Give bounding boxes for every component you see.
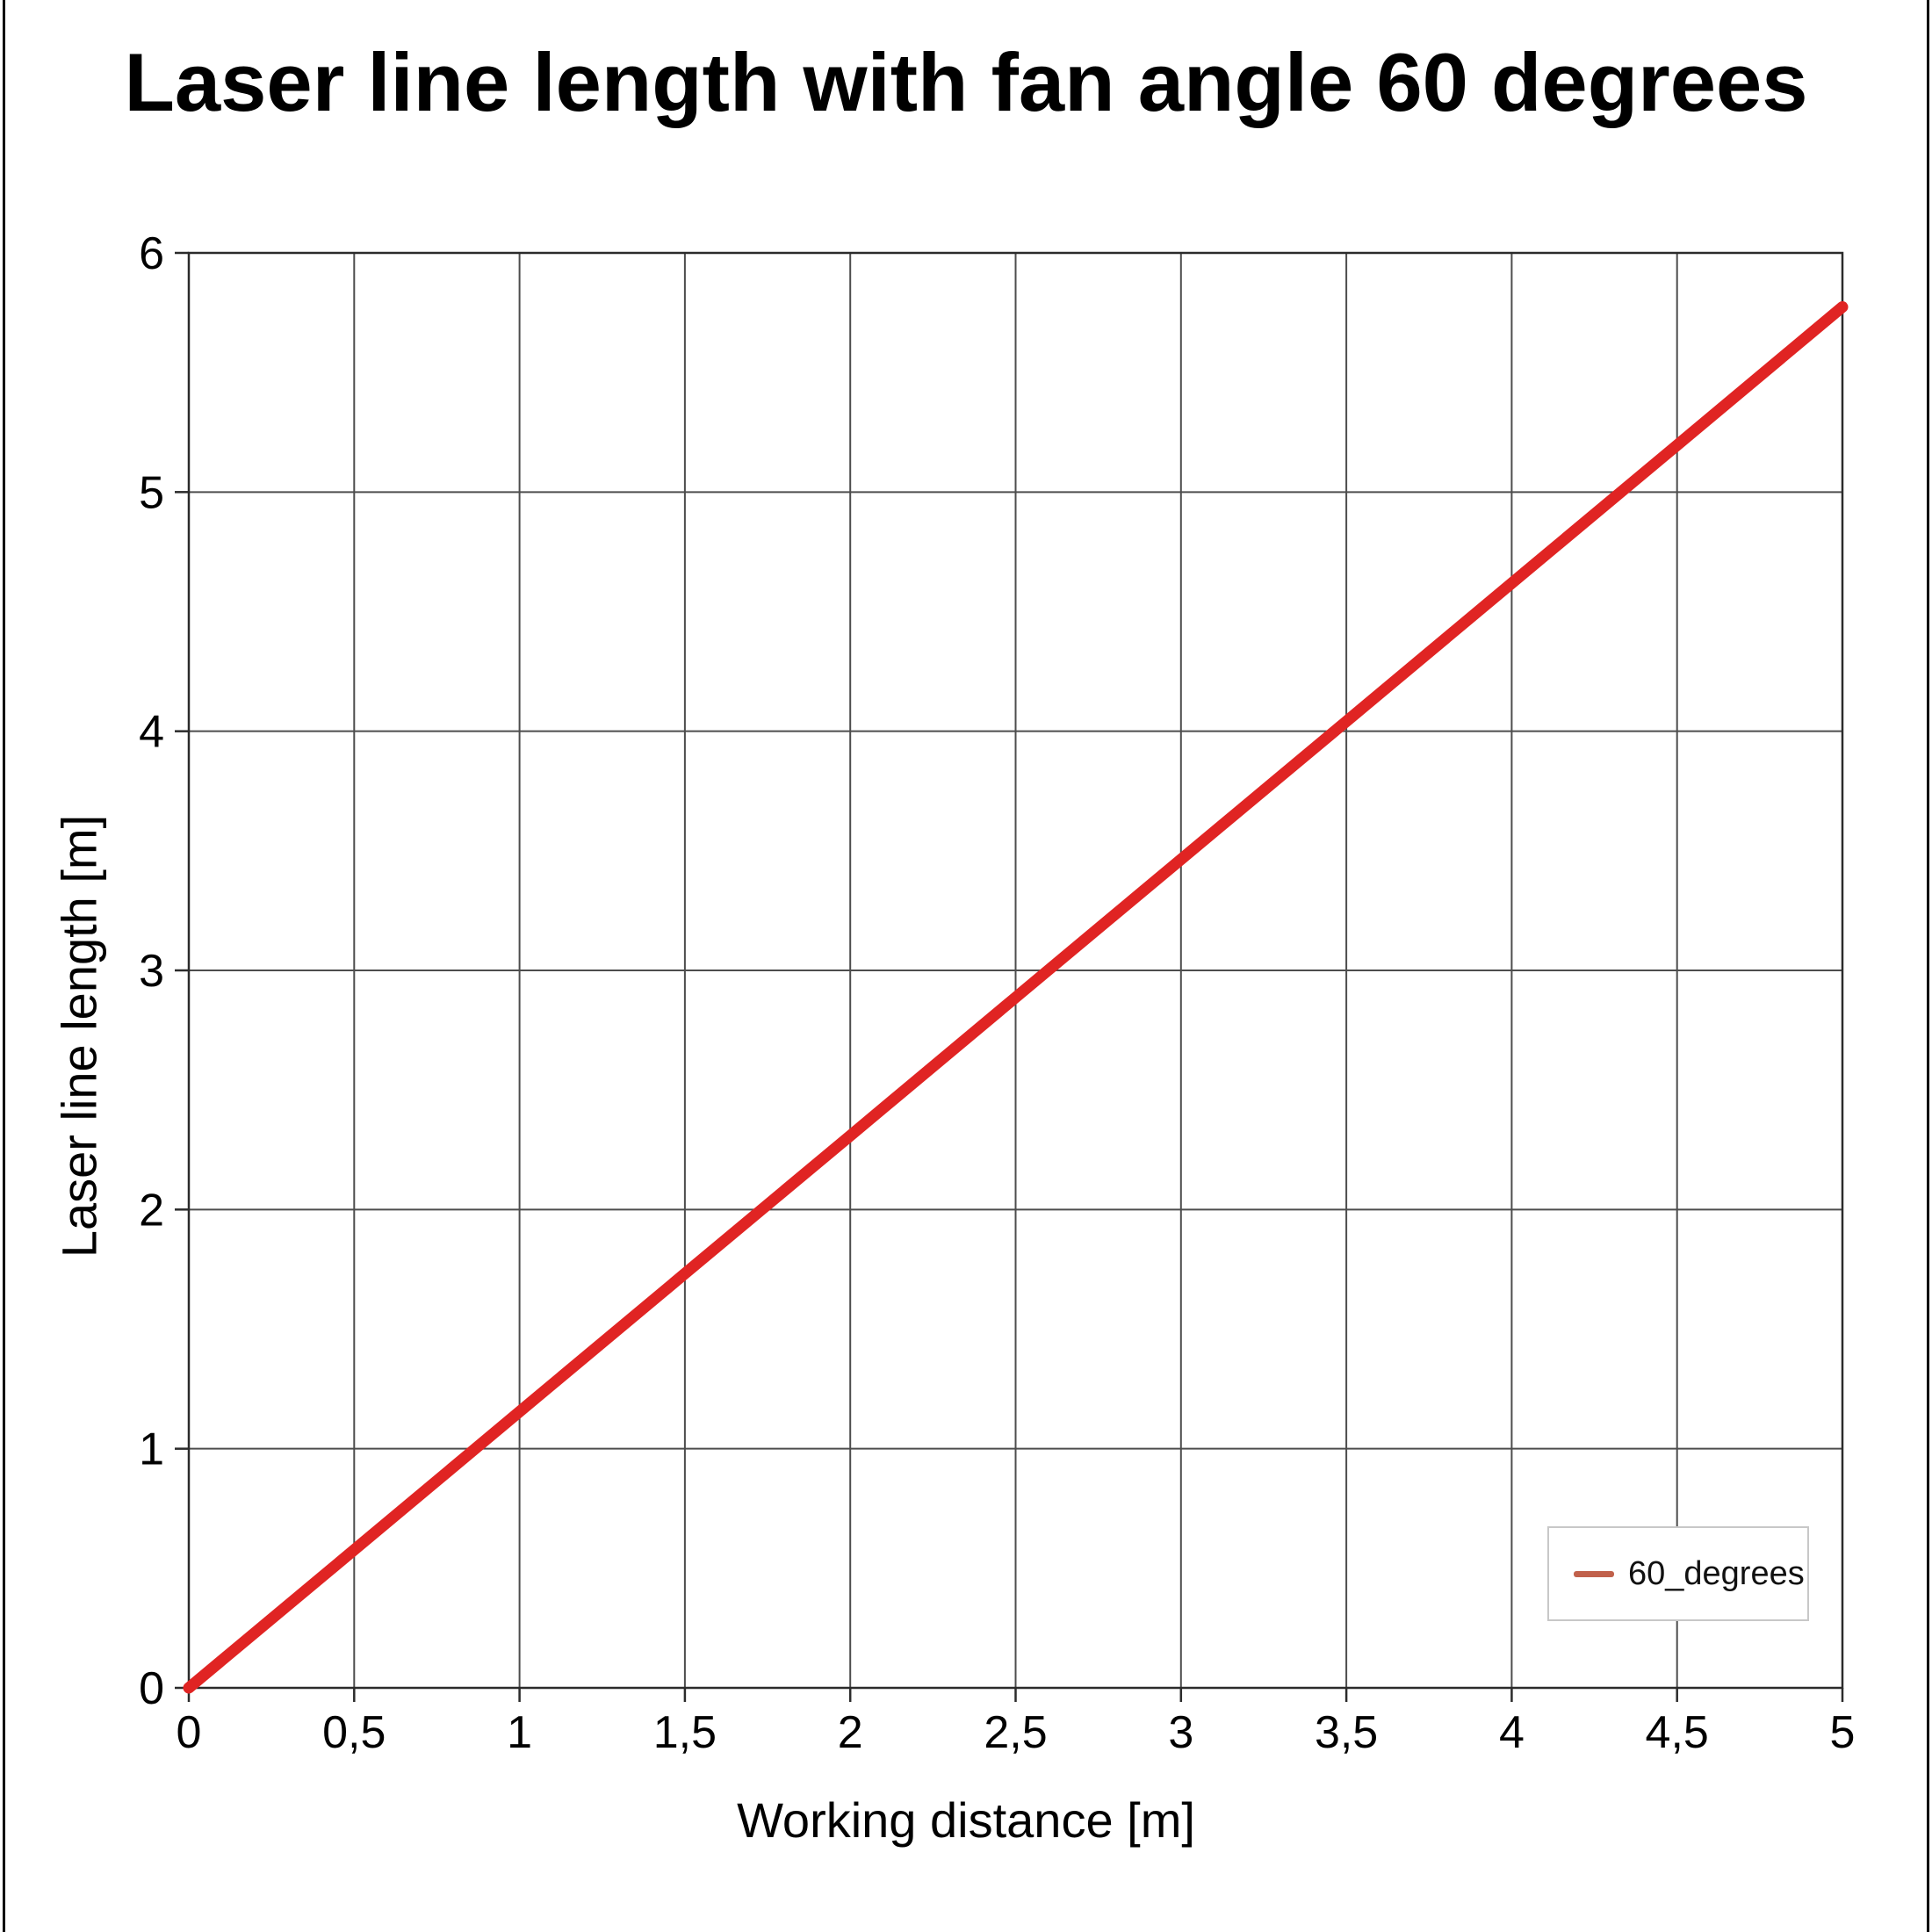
legend-box: 60_degrees xyxy=(1547,1526,1809,1621)
y-tick-label: 0 xyxy=(139,1663,164,1714)
x-tick-label: 5 xyxy=(1830,1707,1856,1758)
y-tick-label: 4 xyxy=(139,707,164,758)
x-tick-label: 1 xyxy=(507,1707,532,1758)
x-axis-title: Working distance [m] xyxy=(737,1792,1195,1848)
x-tick-label: 4,5 xyxy=(1646,1707,1709,1758)
series-line-60_degrees xyxy=(183,301,1849,1694)
y-tick-label: 5 xyxy=(139,467,164,518)
legend-line-icon xyxy=(1574,1570,1614,1577)
y-tick-label: 3 xyxy=(139,946,164,997)
x-tick-label: 3 xyxy=(1168,1707,1193,1758)
y-tick-label: 6 xyxy=(139,228,164,279)
y-tick-label: 2 xyxy=(139,1185,164,1236)
page-border-left xyxy=(3,0,5,1932)
y-axis-title: Laser line length [m] xyxy=(51,814,107,1258)
chart-title: Laser line length with fan angle 60 degr… xyxy=(124,36,1808,128)
x-tick-label: 2,5 xyxy=(984,1707,1047,1758)
x-tick-label: 1,5 xyxy=(653,1707,717,1758)
y-tick-label: 1 xyxy=(139,1424,164,1475)
page-border-right xyxy=(1927,0,1929,1932)
x-tick-label: 4 xyxy=(1499,1707,1525,1758)
x-tick-label: 3,5 xyxy=(1315,1707,1378,1758)
x-tick-label: 0,5 xyxy=(322,1707,386,1758)
x-tick-label: 0 xyxy=(177,1707,202,1758)
legend-series-label: 60_degrees xyxy=(1628,1554,1805,1592)
x-tick-label: 2 xyxy=(838,1707,863,1758)
